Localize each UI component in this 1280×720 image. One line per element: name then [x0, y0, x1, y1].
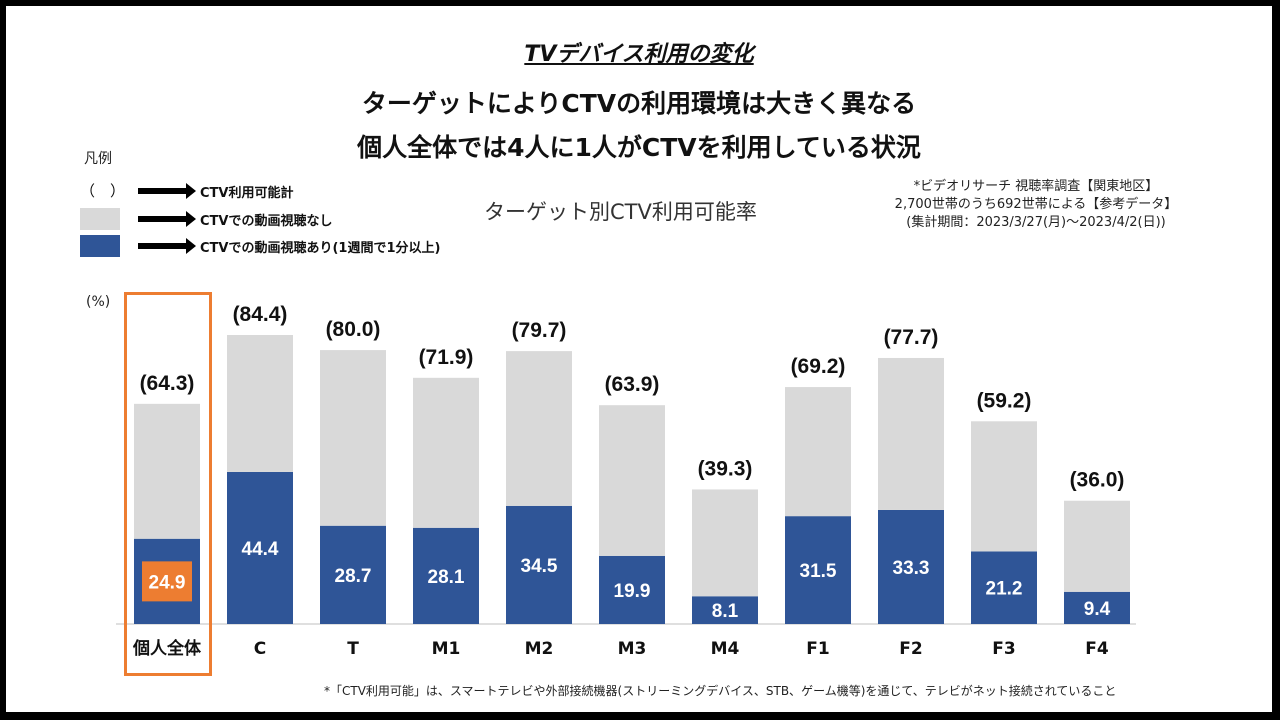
bar-segment-view [878, 509, 944, 624]
footnote: *「CTV利用可能」は、スマートテレビや外部接続機器(ストリーミングデバイス、S… [324, 684, 1117, 698]
total-label: (39.3) [698, 457, 753, 480]
data-label: 19.9 [614, 581, 651, 602]
bar-segment-no-view [878, 357, 944, 510]
source-line: (集計期間：2023/3/27(月)～2023/4/2(日)) [906, 215, 1166, 230]
legend-item-no-view: CTVでの動画視聴なし [80, 208, 332, 230]
stacked-bar-chart: 24.9 (64.3) 個人全体 44.4 (84.4) C 28.7 (80.0) T 28.1… [116, 303, 1136, 659]
total-label: (59.2) [977, 389, 1032, 412]
source-line: *ビデオリサーチ 視聴率調査【関東地区】 [913, 179, 1159, 194]
x-tick-label: F3 [992, 639, 1015, 659]
x-tick-label: F4 [1085, 639, 1109, 659]
legend-swatch-gray [80, 208, 120, 230]
total-label: (79.7) [512, 319, 567, 342]
x-tick-label: M2 [525, 639, 554, 659]
bar-segment-view [413, 527, 479, 624]
x-tick-label: M4 [711, 639, 740, 659]
title-line-1: ターゲットによりCTVの利用環境は大きく異なる [361, 89, 917, 118]
bar-segment-no-view [506, 351, 572, 506]
bar-segment-no-view [227, 335, 293, 472]
bar-segment-no-view [1064, 500, 1130, 592]
total-label: (80.0) [326, 318, 381, 341]
total-label: (64.3) [140, 372, 195, 395]
x-tick-label: T [347, 639, 359, 659]
bar-segment-view [692, 596, 758, 624]
bar-segment-no-view [785, 387, 851, 517]
total-label: (63.9) [605, 373, 660, 396]
legend-label: CTVでの動画視聴あり(1週間で1分以上) [200, 240, 441, 256]
x-tick-label: C [254, 639, 266, 659]
bar-segment-no-view [692, 489, 758, 597]
arrow-right-icon [138, 183, 196, 199]
legend-title: 凡例 [84, 151, 112, 167]
total-label: (69.2) [791, 355, 846, 378]
data-label: 34.5 [521, 556, 558, 577]
bar-segment-no-view [971, 421, 1037, 552]
bar-segment-no-view [599, 405, 665, 556]
x-tick-label: F1 [806, 639, 829, 659]
total-label: (84.4) [233, 303, 288, 326]
bar-segment-view [599, 555, 665, 624]
x-tick-label: 個人全体 [132, 638, 202, 659]
legend-swatch-blue [80, 235, 120, 257]
arrow-right-icon [138, 211, 196, 227]
legend-item-total: （ ） CTV利用可能計 [80, 180, 293, 202]
bar-segment-no-view [320, 350, 386, 526]
highlight-box [124, 292, 212, 676]
bar-segment-view [971, 551, 1037, 624]
data-label: 8.1 [712, 601, 739, 622]
y-unit-label: (%) [86, 294, 111, 310]
data-label: 28.1 [428, 567, 465, 588]
slide-heading: TVデバイス利用の変化 [524, 42, 754, 67]
bar-segment-view [227, 471, 293, 624]
bar-segment-view [1064, 591, 1130, 624]
data-label: 24.9 [149, 572, 186, 593]
title-line-2: 個人全体では4人に1人がCTVを利用している状況 [357, 133, 921, 162]
bar-segment-view [785, 516, 851, 624]
x-tick-label: F2 [899, 639, 922, 659]
slide: TVデバイス利用の変化 ターゲットによりCTVの利用環境は大きく異なる 個人全体… [6, 6, 1272, 712]
highlight-value-box [142, 561, 192, 602]
data-label: 21.2 [986, 579, 1023, 600]
chart-title: ターゲット別CTV利用可能率 [484, 200, 757, 224]
source-note: *ビデオリサーチ 視聴率調査【関東地区】 2,700世帯のうち692世帯による【… [846, 178, 1226, 232]
bar-segment-view [506, 505, 572, 624]
bar-segment-no-view [413, 377, 479, 528]
total-label: (36.0) [1070, 469, 1125, 492]
legend-label: CTVでの動画視聴なし [200, 213, 333, 229]
data-label: 33.3 [893, 558, 930, 579]
legend-paren-symbol: （ ） [80, 182, 126, 200]
arrow-right-icon [138, 238, 196, 254]
total-label: (77.7) [884, 326, 939, 349]
bar-segment-view [320, 525, 386, 624]
legend-label: CTV利用可能計 [200, 185, 294, 201]
x-tick-label: M1 [432, 639, 461, 659]
bar-segment-no-view [134, 403, 200, 539]
total-label: (71.9) [419, 346, 474, 369]
legend-item-view: CTVでの動画視聴あり(1週間で1分以上) [80, 235, 440, 257]
data-label: 9.4 [1084, 599, 1111, 620]
data-label: 31.5 [800, 561, 837, 582]
data-label: 28.7 [335, 566, 372, 587]
x-tick-label: M3 [618, 639, 647, 659]
source-line: 2,700世帯のうち692世帯による【参考データ】 [894, 197, 1178, 212]
data-label: 44.4 [242, 539, 279, 560]
